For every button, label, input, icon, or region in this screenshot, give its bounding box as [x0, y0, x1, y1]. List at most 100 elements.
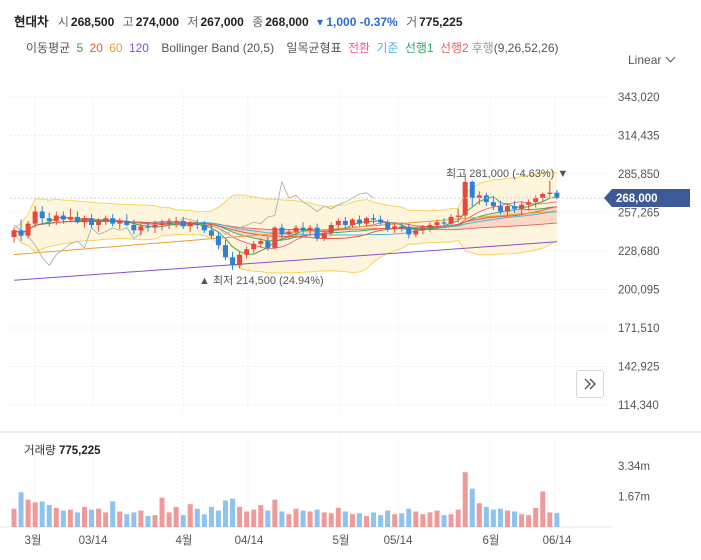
- volume-bar: [223, 500, 228, 527]
- ma20-line: [13, 206, 558, 240]
- volume-bar: [505, 510, 510, 527]
- price-axis-label: 228,680: [618, 246, 660, 258]
- volume-bar: [215, 510, 221, 527]
- volume-bar: [497, 508, 503, 527]
- volume-bar: [18, 492, 24, 527]
- candle-body: [455, 215, 461, 217]
- volume-bar: [46, 505, 52, 527]
- candle-body: [96, 220, 102, 225]
- indicator-legend: 이동평균 5 20 60 120 Bollinger Band (20,5) 일…: [26, 39, 562, 56]
- volume-bar: [413, 511, 419, 527]
- volume-bar: [328, 513, 334, 527]
- volume-bar: [293, 508, 299, 527]
- volume-bar: [519, 514, 525, 527]
- volume-bar: [462, 472, 468, 527]
- candle-body: [371, 218, 377, 220]
- candle-body: [131, 224, 137, 231]
- ma-label[interactable]: 이동평균: [26, 41, 71, 55]
- candle-body: [490, 202, 496, 207]
- volume-bar: [406, 508, 412, 527]
- scale-label: Linear: [628, 53, 662, 67]
- candle-body: [74, 216, 80, 223]
- volume-bar: [117, 511, 123, 527]
- volume-bar: [314, 509, 320, 527]
- ichimoku-label[interactable]: 일목균형표: [286, 41, 342, 55]
- volume-bar: [364, 516, 369, 527]
- ma20-label: 20: [89, 41, 103, 55]
- volume-bar: [469, 488, 475, 527]
- candle-body: [258, 241, 264, 244]
- candle-body: [53, 215, 59, 221]
- volume-bar: [279, 511, 285, 527]
- bollinger-label[interactable]: Bollinger Band (20,5): [161, 41, 275, 55]
- expand-chart-button[interactable]: [576, 370, 604, 398]
- volume-bar: [60, 510, 66, 527]
- low-label: 저: [187, 15, 199, 29]
- price-axis-label: 114,340: [618, 400, 659, 412]
- volume-bar: [399, 513, 405, 527]
- candle-body: [441, 222, 447, 224]
- candle-body: [497, 206, 503, 212]
- candle-body: [349, 219, 355, 225]
- volume-bar: [258, 505, 264, 527]
- volume-bar: [11, 508, 17, 527]
- candle-body: [392, 226, 398, 230]
- volume-bar: [272, 499, 278, 527]
- volume-bar: [356, 513, 362, 527]
- candle-body: [145, 226, 151, 228]
- candle-body: [476, 195, 482, 199]
- volume-bar: [145, 516, 151, 527]
- volume-bar: [173, 506, 179, 527]
- open-label: 시: [57, 15, 69, 29]
- candle-body: [265, 241, 271, 248]
- price-axis-label: 343,020: [618, 92, 660, 104]
- volume-bar: [448, 514, 454, 527]
- candle-body: [385, 222, 391, 230]
- candle-body: [251, 243, 257, 250]
- current-price-tag: [604, 189, 690, 208]
- change-value: ▾ 1,000 -0.37%: [316, 15, 398, 29]
- volume-axis-label: 1.67m: [618, 492, 650, 504]
- candle-body: [117, 220, 123, 224]
- ichimoku-lead1-label: 선행1: [404, 41, 434, 55]
- candle-body: [201, 224, 207, 231]
- scale-dropdown[interactable]: Linear: [628, 52, 676, 67]
- volume-bar: [53, 507, 59, 527]
- volume-bar: [335, 507, 341, 527]
- volume-bar: [490, 509, 496, 527]
- candle-body: [237, 254, 243, 266]
- candle-body: [533, 198, 539, 203]
- ichimoku-conversion-label: 전환: [347, 41, 371, 55]
- ma5-label: 5: [76, 41, 84, 55]
- volume-bar: [131, 512, 137, 527]
- volume-bar: [159, 497, 165, 527]
- volume-bar: [208, 506, 214, 527]
- candle-body: [526, 202, 532, 205]
- close-value: 268,000: [265, 15, 309, 29]
- candle-body: [230, 257, 236, 266]
- ma120-line: [13, 241, 557, 281]
- candle-body: [173, 220, 179, 223]
- candle-body: [103, 218, 109, 221]
- candle-body: [469, 181, 475, 199]
- candle-body: [244, 249, 250, 255]
- candle-body: [314, 227, 320, 239]
- candle-body: [25, 223, 31, 236]
- date-axis-label: 03/14: [79, 535, 108, 547]
- candle-body: [279, 227, 285, 235]
- annotations: 최고 281,000 (-4.63%) ▼ ▲ 최저 214,500 (24.94…: [199, 167, 568, 287]
- volume-bar: [420, 514, 426, 527]
- candle-body: [378, 219, 384, 223]
- candle-body: [427, 224, 433, 228]
- volume-bar: [201, 514, 207, 527]
- volume-bar: [194, 508, 200, 527]
- candle-body: [420, 227, 426, 231]
- volume-bar: [74, 512, 80, 527]
- volume-bar: [455, 509, 461, 527]
- double-chevron-right-icon: [584, 378, 596, 390]
- volume-bar: [476, 503, 482, 527]
- candle-body: [307, 227, 313, 231]
- candle-body: [32, 211, 38, 224]
- volume-bar: [483, 506, 489, 527]
